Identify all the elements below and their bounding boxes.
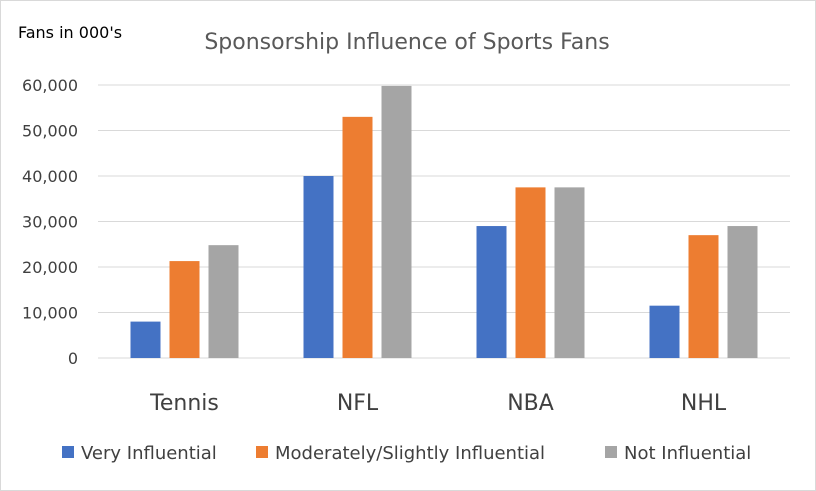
bar-tennis-series-0 [130,321,161,358]
bar-nfl-series-2 [381,85,412,358]
bars [130,85,758,358]
legend-label: Not Influential [624,443,751,464]
gridlines [98,84,790,359]
bar-nba-series-2 [554,187,585,358]
y-tick-label: 40,000 [22,167,78,186]
bar-nhl-series-0 [649,305,680,358]
x-category-label: NBA [507,391,554,416]
y-tick-label: 0 [68,349,78,368]
y-tick-label: 50,000 [22,122,78,141]
legend-swatch [256,446,268,458]
y-tick-label: 20,000 [22,258,78,277]
y-tick-label: 10,000 [22,304,78,323]
bar-tennis-series-1 [169,261,200,358]
bar-nba-series-0 [476,226,507,358]
y-tick-label: 60,000 [22,76,78,95]
x-category-label: NFL [337,391,379,416]
bar-nhl-series-1 [688,235,719,358]
bar-nfl-series-0 [303,176,334,358]
y-axis-ticks: 0 10,000 20,000 30,000 40,000 50,000 60,000 [22,76,78,368]
y-axis-unit-label: Fans in 000's [18,23,122,42]
x-category-label: Tennis [149,391,219,416]
bar-nfl-series-1 [342,116,373,358]
legend-label: Very Influential [81,443,217,464]
x-axis-labels: Tennis NFL NBA NHL [149,391,727,416]
chart-title: Sponsorship Influence of Sports Fans [204,30,609,55]
bar-nba-series-1 [515,187,546,358]
x-category-label: NHL [681,391,727,416]
legend: Very Influential Moderately/Slightly Infl… [62,443,751,464]
legend-label: Moderately/Slightly Influential [275,443,545,464]
legend-swatch [62,446,74,458]
bar-tennis-series-2 [208,245,239,358]
y-tick-label: 30,000 [22,213,78,232]
legend-swatch [605,446,617,458]
bar-nhl-series-2 [727,226,758,358]
